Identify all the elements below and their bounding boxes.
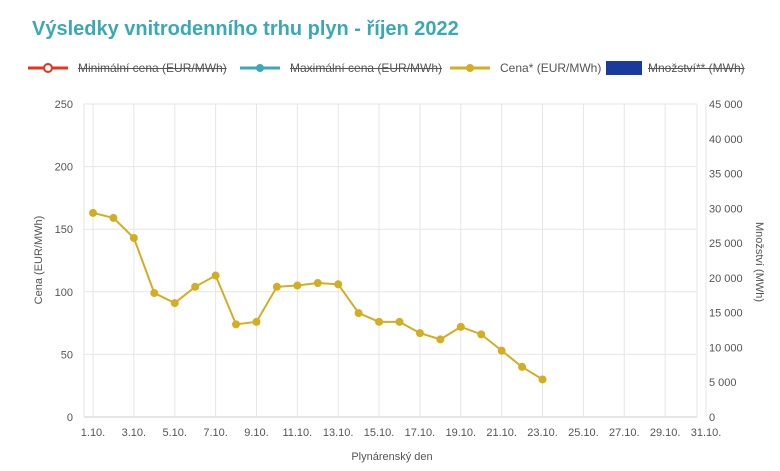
data-point [272,282,281,291]
data-point [518,362,527,371]
y-tick-label: 0 [67,412,73,424]
y2-tick-label: 0 [709,412,715,424]
legend-label-max-price: Maximální cena (EUR/MWh) [290,61,443,75]
x-tick-label: 25.10. [568,427,599,439]
data-point [354,309,363,318]
y2-axis-title: Množství (MWh) [753,222,765,302]
grid-lines [83,103,707,418]
data-point [170,299,179,308]
data-point [89,208,97,217]
data-point [191,282,200,291]
x-tick-label: 7.10. [203,427,227,439]
legend-swatch-max-price [240,64,280,72]
y-tick-label: 100 [55,287,73,299]
data-point [313,279,322,288]
y2-tick-label: 40 000 [709,134,743,146]
x-axis-title: Plynárenský den [351,451,432,463]
data-point [252,317,261,326]
data-point [538,375,547,384]
data-point [150,289,159,298]
x-tick-label: 19.10. [446,427,477,439]
y2-tick-label: 20 000 [709,273,743,285]
data-point [129,233,138,242]
legend-label-min-price: Minimální cena (EUR/MWh) [78,61,227,75]
legend-label-quantity: Množství** (MWh) [648,61,745,75]
data-point [232,320,241,329]
y2-tick-label: 30 000 [709,203,743,215]
y-tick-label: 200 [55,162,73,174]
x-tick-label: 23.10. [527,427,558,439]
y-axis-left: 0 50 100 150 200 250 [55,99,73,424]
y-axis-title: Cena (EUR/MWh) [33,216,45,305]
y2-tick-label: 5 000 [709,377,737,389]
y2-tick-label: 25 000 [709,238,743,250]
x-tick-label: 13.10. [323,427,354,439]
data-point [497,346,506,355]
x-tick-label: 15.10. [364,427,395,439]
legend-label-price: Cena* (EUR/MWh) [500,61,602,75]
y2-tick-label: 45 000 [709,99,743,111]
y-tick-label: 250 [55,99,73,111]
y2-tick-label: 15 000 [709,308,743,320]
y-tick-label: 150 [55,224,73,236]
data-point [477,330,486,339]
x-tick-label: 21.10. [486,427,517,439]
data-point [109,213,118,222]
x-tick-label: 3.10. [122,427,146,439]
x-tick-label: 29.10. [650,427,681,439]
y2-tick-label: 35 000 [709,169,743,181]
x-tick-label: 1.10. [81,427,105,439]
data-point [375,317,384,326]
data-point [456,322,465,331]
data-point [293,281,302,290]
data-point [415,329,424,338]
y-tick-label: 50 [61,349,73,361]
legend-swatch-price [450,64,490,72]
legend-swatch-min-price [28,63,68,73]
x-tick-label: 5.10. [162,427,186,439]
x-tick-label: 17.10. [405,427,436,439]
x-tick-label: 11.10. [282,427,312,439]
legend-swatch-quantity [606,61,642,75]
data-point [334,280,343,289]
data-point [436,335,445,344]
x-tick-label: 9.10. [244,427,268,439]
y2-tick-label: 10 000 [709,342,743,354]
data-point [211,271,220,280]
x-tick-label: 27.10. [609,427,640,439]
y-axis-right: 0 5 000 10 000 15 000 20 000 25 000 30 000 35 0… [709,99,743,424]
series-layer [89,208,547,384]
x-tick-label: 31.10. [691,427,722,439]
data-point [395,317,404,326]
x-axis: 1.10. 3.10. 5.10. 7.10. 9.10. 11.10. 13.10. 15.… [81,427,722,439]
chart-title: Výsledky vnitrodenního trhu plyn - říjen… [32,18,459,40]
